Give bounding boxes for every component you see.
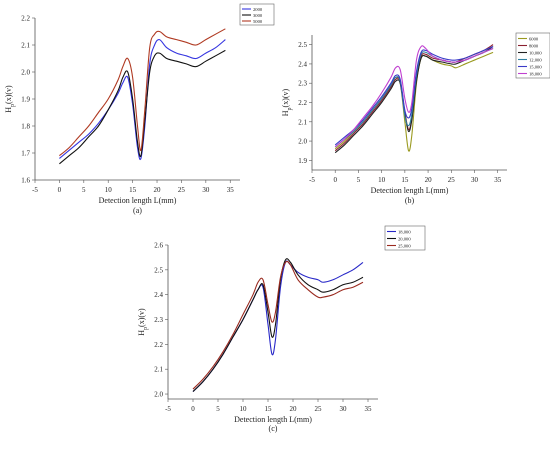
x-axis-label: Detection length L(mm) (371, 186, 449, 195)
y-tick-label: 2.0 (154, 391, 163, 399)
x-tick-label: 35 (365, 405, 373, 413)
x-tick-label: 0 (333, 176, 337, 184)
y-axis-label: Hp(x)(v) (281, 88, 293, 116)
y-tick-label: 2.5 (298, 41, 307, 49)
x-tick-label: 10 (378, 176, 386, 184)
x-tick-label: 15 (129, 186, 137, 194)
x-tick-label: 35 (494, 176, 502, 184)
legend-label: 8000 (529, 43, 539, 48)
y-tick-label: 2.2 (298, 99, 307, 107)
x-tick-label: 20 (425, 176, 433, 184)
x-tick-label: -5 (165, 405, 171, 413)
x-tick-label: 25 (315, 405, 323, 413)
legend-box (515, 32, 550, 79)
x-tick-label: 25 (178, 186, 186, 194)
x-axis-label: Detection length L(mm) (234, 415, 312, 424)
legend-label: 12,000 (529, 57, 542, 63)
legend-label: 2000 (253, 7, 263, 12)
x-tick-label: 5 (82, 186, 86, 194)
legend-label: 20,000 (398, 236, 411, 242)
panel-label: (a) (133, 206, 142, 215)
x-tick-label: -5 (32, 186, 38, 194)
x-tick-label: 35 (227, 186, 235, 194)
x-tick-label: 25 (448, 176, 456, 184)
x-tick-label: 20 (290, 405, 298, 413)
y-tick-label: 1.6 (21, 177, 30, 185)
series-line-4 (334, 47, 494, 148)
y-tick-label: 1.9 (298, 157, 307, 165)
chart-panel-1: -5 0 5 10 15 20 25 30 35 1.6 1.7 1.8 1.9 2.0 2.1 2.2 Det… (4, 3, 275, 215)
x-tick-label: 30 (202, 186, 210, 194)
series-line-1 (59, 38, 226, 161)
series-line-3 (59, 28, 226, 157)
series-line-6 (334, 45, 494, 148)
y-tick-label: 2.0 (298, 138, 307, 146)
panel-label: (b) (405, 196, 415, 205)
series-line-1 (192, 260, 364, 392)
panel-label: (c) (269, 424, 278, 433)
x-tick-label: 10 (240, 405, 248, 413)
y-tick-label: 2.4 (154, 291, 163, 299)
x-tick-label: 15 (265, 405, 273, 413)
legend-label: 5000 (253, 19, 263, 24)
y-axis-label: Hp(x)(v) (4, 85, 16, 113)
x-tick-label: 20 (154, 186, 162, 194)
x-tick-label: 5 (216, 405, 220, 413)
legend-label: 25,000 (398, 243, 411, 249)
x-axis-label: Detection length L(mm) (99, 196, 177, 205)
y-tick-label: 2.4 (298, 60, 307, 68)
series-line-3 (334, 46, 494, 154)
x-tick-label: 10 (105, 186, 113, 194)
legend-label: 10,000 (529, 50, 542, 56)
legend-label: 3000 (253, 13, 263, 18)
x-tick-label: 15 (401, 176, 409, 184)
chart-panel-3: -5 0 5 10 15 20 25 30 35 2.0 2.1 2.2 2.3 2.4 2.5 2.6 Det… (137, 225, 426, 433)
y-tick-label: 2.2 (154, 341, 163, 349)
legend-label: 15,000 (529, 64, 542, 70)
y-tick-label: 1.9 (21, 96, 30, 104)
y-tick-label: 2.6 (154, 242, 163, 250)
y-tick-label: 2.1 (21, 42, 30, 50)
y-tick-label: 2.1 (154, 366, 163, 374)
y-tick-label: 2.5 (154, 266, 163, 274)
y-tick-label: 2.3 (154, 316, 163, 324)
y-tick-label: 1.7 (21, 150, 30, 158)
y-tick-label: 1.8 (21, 123, 30, 131)
series-line-5 (334, 46, 494, 146)
x-tick-label: 0 (58, 186, 62, 194)
x-tick-label: 30 (340, 405, 348, 413)
y-tick-label: 2.1 (298, 118, 307, 126)
series-line-3 (192, 260, 364, 390)
x-tick-label: 30 (471, 176, 479, 184)
y-axis-label: Hp(x)(v) (137, 308, 149, 336)
y-tick-label: 2.2 (21, 15, 30, 23)
series-line-2 (59, 49, 226, 165)
x-tick-label: 5 (357, 176, 361, 184)
legend-label: 18,000 (529, 71, 542, 77)
x-tick-label: -5 (309, 176, 315, 184)
x-tick-label: 0 (191, 405, 195, 413)
y-tick-label: 2.3 (298, 80, 307, 88)
series-line-2 (192, 258, 364, 392)
legend-label: 18,000 (398, 229, 411, 235)
y-tick-label: 2.0 (21, 69, 30, 77)
legend-label: 6000 (529, 36, 539, 41)
chart-panel-2: -5 0 5 10 15 20 25 30 35 1.9 2.0 2.1 2.2 2.3 2.4 2.5 Det… (281, 32, 550, 205)
